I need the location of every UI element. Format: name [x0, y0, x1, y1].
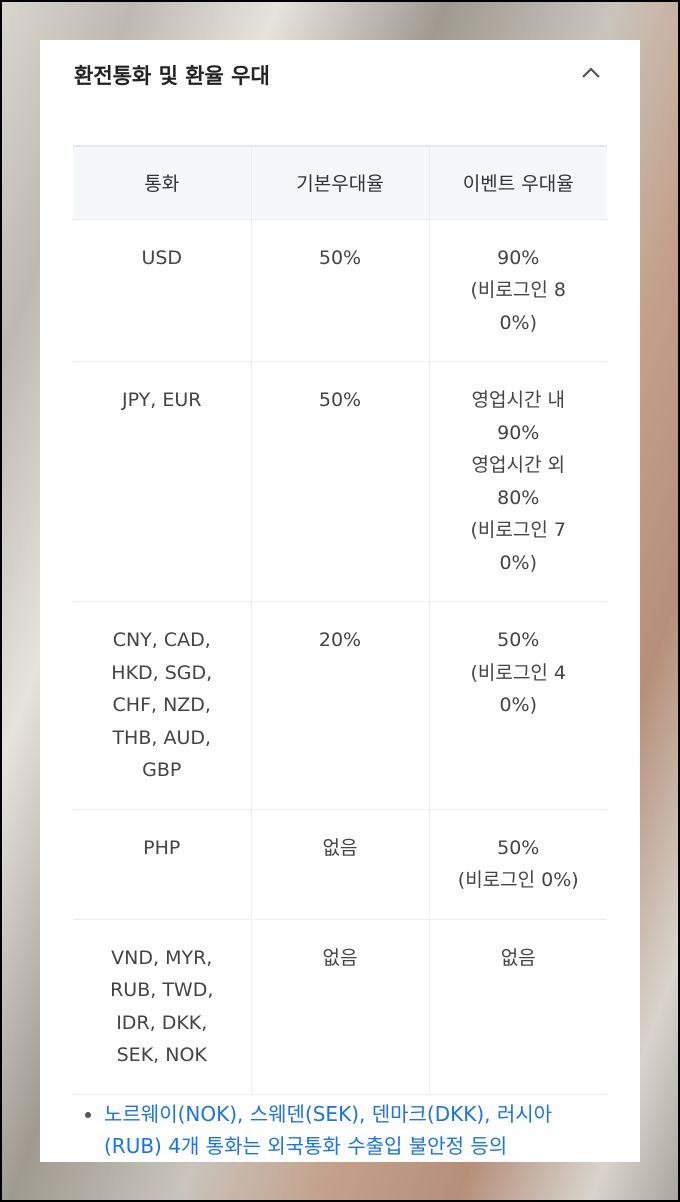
table-row: PHP 없음 50% (비로그인 0%) [73, 809, 607, 920]
chevron-up-icon[interactable] [580, 62, 602, 84]
notice-list: 노르웨이(NOK), 스웨덴(SEK), 덴마크(DKK), 러시아(RUB) … [86, 1098, 606, 1162]
table-header-row: 통화 기본우대율 이벤트 우대율 [73, 145, 607, 220]
cell-base-rate: 50% [250, 219, 429, 362]
cell-currency: USD [73, 219, 251, 362]
header-currency: 통화 [73, 145, 251, 220]
cell-currency: VND, MYR, RUB, TWD, IDR, DKK, SEK, NOK [73, 919, 251, 1095]
cell-base-rate: 없음 [250, 919, 429, 1095]
table-row: JPY, EUR 50% 영업시간 내 90% 영업시간 외 80% (비로그인 7… [73, 361, 607, 602]
header-event-rate: 이벤트 우대율 [428, 145, 607, 220]
table-row: VND, MYR, RUB, TWD, IDR, DKK, SEK, NOK 없음… [73, 919, 607, 1095]
exchange-currency-section: 환전통화 및 환율 우대 통화 기본우대율 이벤트 우대율 USD 50% 90% … [40, 40, 640, 1162]
header-base-rate: 기본우대율 [250, 145, 429, 220]
cell-event-rate: 없음 [428, 919, 607, 1095]
cell-currency: PHP [73, 809, 251, 920]
section-title: 환전통화 및 환율 우대 [74, 64, 270, 88]
cell-event-rate: 90% (비로그인 8 0%) [428, 219, 607, 362]
cell-event-rate: 영업시간 내 90% 영업시간 외 80% (비로그인 7 0%) [428, 361, 607, 602]
cell-event-rate: 50% (비로그인 0%) [428, 809, 607, 920]
cell-currency: CNY, CAD, HKD, SGD, CHF, NZD, THB, AUD, … [73, 601, 251, 810]
cell-event-rate: 50% (비로그인 4 0%) [428, 601, 607, 810]
cell-base-rate: 50% [250, 361, 429, 602]
exchange-rate-table: 통화 기본우대율 이벤트 우대율 USD 50% 90% (비로그인 8 0%) JP… [73, 145, 607, 1095]
table-row: CNY, CAD, HKD, SGD, CHF, NZD, THB, AUD, … [73, 601, 607, 810]
notice-item[interactable]: 노르웨이(NOK), 스웨덴(SEK), 덴마크(DKK), 러시아(RUB) … [104, 1098, 606, 1162]
table-row: USD 50% 90% (비로그인 8 0%) [73, 219, 607, 362]
cell-base-rate: 없음 [250, 809, 429, 920]
cell-currency: JPY, EUR [73, 361, 251, 602]
cell-base-rate: 20% [250, 601, 429, 810]
